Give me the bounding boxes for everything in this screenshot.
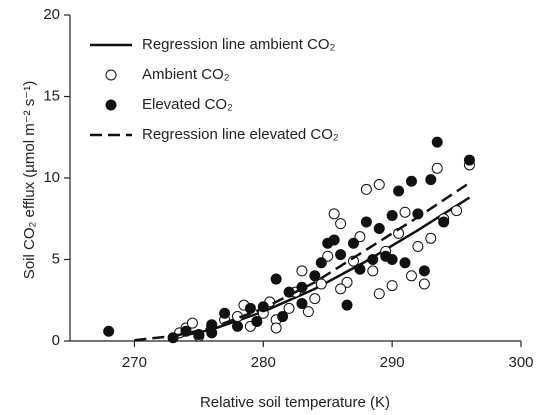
point (405, 175, 417, 187)
point (341, 299, 353, 311)
point (270, 273, 282, 285)
point (309, 293, 321, 305)
y-tick-label: 5 (52, 250, 60, 267)
x-tick-label: 280 (251, 354, 276, 371)
point (386, 254, 398, 265)
point (315, 257, 327, 269)
point (186, 317, 198, 329)
point (418, 278, 430, 290)
point (399, 257, 411, 269)
x-tick-label: 300 (508, 354, 533, 371)
y-tick-label: 20 (43, 6, 60, 23)
point (328, 208, 340, 220)
point (328, 234, 340, 246)
point (251, 315, 263, 327)
point (373, 223, 385, 235)
point (309, 270, 321, 282)
legend-swatch (105, 99, 117, 111)
point (412, 240, 424, 252)
point (373, 179, 385, 191)
point (335, 218, 347, 230)
point (296, 265, 308, 277)
legend-label: Ambient CO₂ (142, 66, 230, 83)
point (277, 311, 289, 323)
point (386, 280, 398, 292)
point (425, 174, 437, 186)
legend-label: Regression line elevated CO₂ (142, 126, 339, 143)
y-axis-label: Soil CO₂ efflux (µmol m⁻² s⁻¹) (21, 81, 38, 279)
point (367, 254, 379, 265)
y-tick-label: 15 (43, 87, 60, 104)
point (438, 216, 450, 228)
point (431, 136, 443, 148)
point (354, 231, 366, 243)
x-axis-label: Relative soil temperature (K) (200, 394, 390, 411)
y-tick-label: 0 (52, 332, 60, 349)
legend-swatch (105, 69, 117, 81)
point (244, 302, 256, 314)
point (219, 307, 231, 319)
point (270, 322, 282, 334)
point (103, 325, 115, 337)
x-tick-label: 270 (122, 354, 147, 371)
point (373, 288, 385, 300)
point (180, 325, 192, 337)
point (283, 302, 295, 314)
point (418, 265, 430, 277)
point (425, 232, 437, 244)
point (341, 276, 353, 288)
point (302, 306, 314, 318)
point (354, 263, 366, 275)
point (315, 278, 327, 290)
point (360, 216, 372, 228)
point (367, 265, 379, 277)
point (386, 209, 398, 221)
point (322, 250, 334, 262)
legend-label: Elevated CO₂ (142, 96, 233, 113)
point (347, 237, 359, 249)
point (232, 320, 244, 332)
point (431, 162, 443, 174)
point (335, 283, 347, 295)
point (360, 183, 372, 195)
x-tick-label: 290 (380, 354, 405, 371)
regression-line (134, 181, 471, 342)
point (399, 206, 411, 218)
point (296, 298, 308, 310)
point (393, 185, 405, 197)
point (463, 154, 475, 166)
point (405, 270, 417, 282)
legend-label: Regression line ambient CO₂ (142, 36, 336, 53)
point (451, 205, 463, 217)
point (335, 249, 347, 261)
y-tick-label: 10 (43, 169, 60, 186)
